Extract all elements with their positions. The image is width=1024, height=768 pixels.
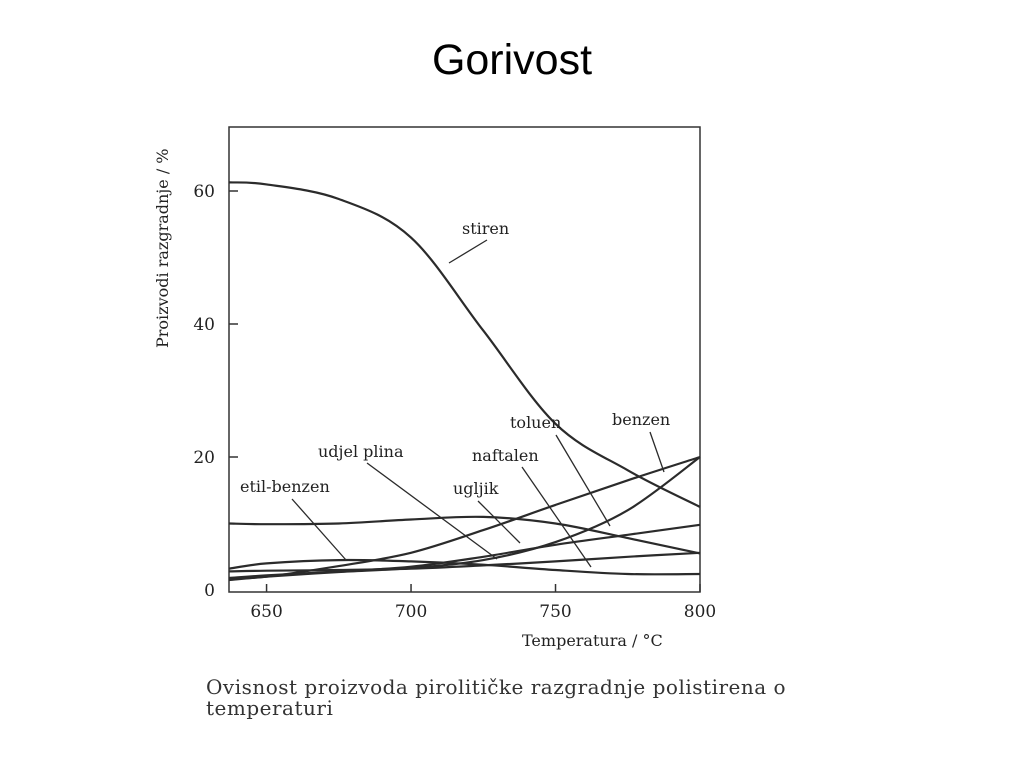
x-tick-label: 650 xyxy=(250,602,282,622)
leader-line-ugljik xyxy=(477,500,521,544)
series-label-ugljik: ugljik xyxy=(453,479,499,498)
leader-line-benzen xyxy=(649,431,665,473)
series-label-etil-benzen: etil-benzen xyxy=(240,477,330,496)
caption-line-1: Ovisnost proizvoda pirolitičke razgradnj… xyxy=(206,675,787,699)
series-line-udjel-plina xyxy=(228,523,701,580)
series-line-naftalen xyxy=(228,551,701,573)
plot-frame xyxy=(228,126,701,593)
y-axis-title: Proizvodi razgradnje / % xyxy=(153,149,172,349)
series-label-benzen: benzen xyxy=(612,410,670,429)
y-tick-label: 60 xyxy=(193,182,215,202)
series-label-naftalen: naftalen xyxy=(472,446,539,465)
x-axis-title: Temperatura / °C xyxy=(522,631,663,650)
leader-line-naftalen xyxy=(521,466,592,568)
x-tick-label: 750 xyxy=(539,602,571,622)
caption-line-2: temperaturi xyxy=(206,696,334,720)
leader-line-stiren xyxy=(448,239,488,264)
series-line-stiren xyxy=(228,181,701,508)
x-tick-label: 800 xyxy=(684,602,716,622)
series-line-etil-benzen xyxy=(228,558,701,576)
series-label-toluen: toluen xyxy=(510,413,561,432)
leader-line-etil-benzen xyxy=(291,498,347,561)
y-tick-label: 0 xyxy=(204,581,215,601)
leader-line-toluen xyxy=(555,434,611,527)
series-label-stiren: stiren xyxy=(462,219,509,238)
y-tick-label: 20 xyxy=(193,448,215,468)
series-line-ugljik xyxy=(228,515,701,555)
series-label-udjel-plina: udjel plina xyxy=(318,442,404,461)
y-tick-label: 40 xyxy=(193,315,215,335)
x-tick-label: 700 xyxy=(395,602,427,622)
leader-line-udjel-plina xyxy=(366,462,498,560)
slide-title: Gorivost xyxy=(431,36,593,84)
